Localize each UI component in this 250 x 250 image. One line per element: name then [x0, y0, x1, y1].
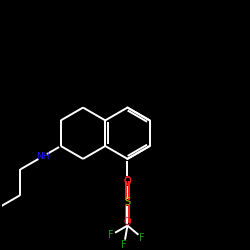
Text: O: O — [124, 178, 131, 188]
Text: F: F — [108, 230, 114, 240]
Text: O: O — [124, 176, 131, 186]
Text: F: F — [140, 233, 145, 243]
Text: F: F — [121, 240, 127, 250]
Text: S: S — [124, 198, 130, 207]
Text: NH: NH — [36, 152, 49, 161]
Text: O: O — [124, 218, 131, 228]
